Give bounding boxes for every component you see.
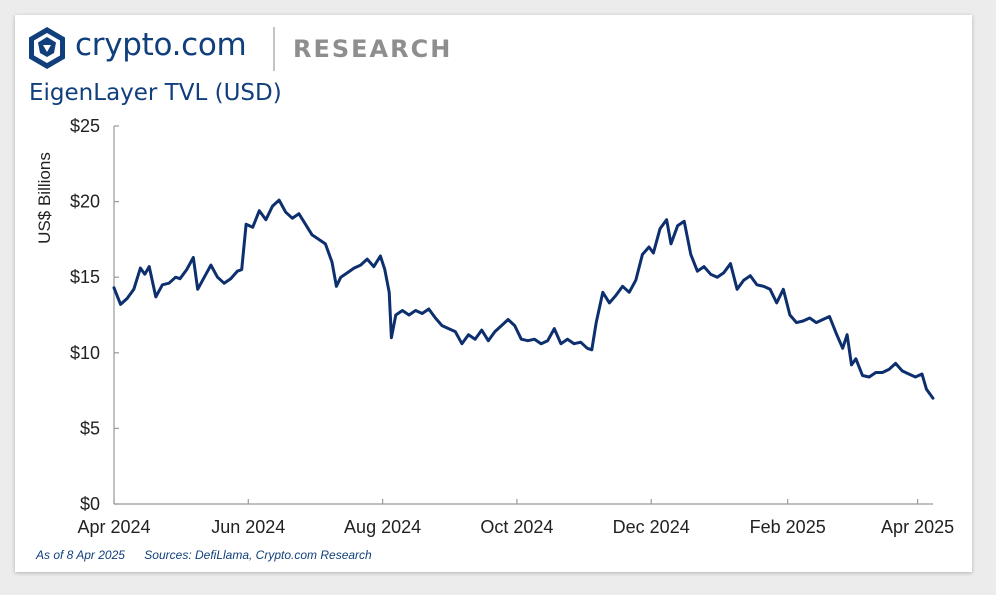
x-tick-label: Dec 2024 <box>613 517 690 537</box>
chart-card: crypto.com RESEARCH EigenLayer TVL (USD)… <box>15 15 972 572</box>
y-tick-label: $10 <box>70 343 100 363</box>
x-tick-label: Oct 2024 <box>480 517 553 537</box>
y-tick-label: $20 <box>70 192 100 212</box>
x-tick-label: Jun 2024 <box>211 517 285 537</box>
x-tick-label: Feb 2025 <box>750 517 826 537</box>
lion-shield-icon <box>29 27 65 69</box>
sources-note: Sources: DefiLlama, Crypto.com Research <box>144 548 372 562</box>
y-tick-label: $0 <box>80 494 100 514</box>
tvl-series-line <box>112 198 935 400</box>
y-axis-label: US$ Billions <box>35 152 54 244</box>
x-tick-label: Aug 2024 <box>344 517 421 537</box>
brand-name: crypto.com <box>75 27 247 63</box>
x-tick-label: Apr 2025 <box>881 517 954 537</box>
chart-footer: As of 8 Apr 2025 Sources: DefiLlama, Cry… <box>36 548 372 562</box>
y-tick-label: $15 <box>70 267 100 287</box>
x-tick-label: Apr 2024 <box>77 517 150 537</box>
chart-title: EigenLayer TVL (USD) <box>29 80 282 106</box>
line-chart: $0 $5 $10 $15 $20 $25 Apr 2024 Jun 2024 Aug 2024… <box>35 116 954 537</box>
y-tick-label: $5 <box>80 418 100 438</box>
y-tick-label: $25 <box>70 116 100 136</box>
as-of-date: As of 8 Apr 2025 <box>36 548 125 562</box>
header-divider <box>273 27 275 71</box>
section-label: RESEARCH <box>293 35 453 63</box>
